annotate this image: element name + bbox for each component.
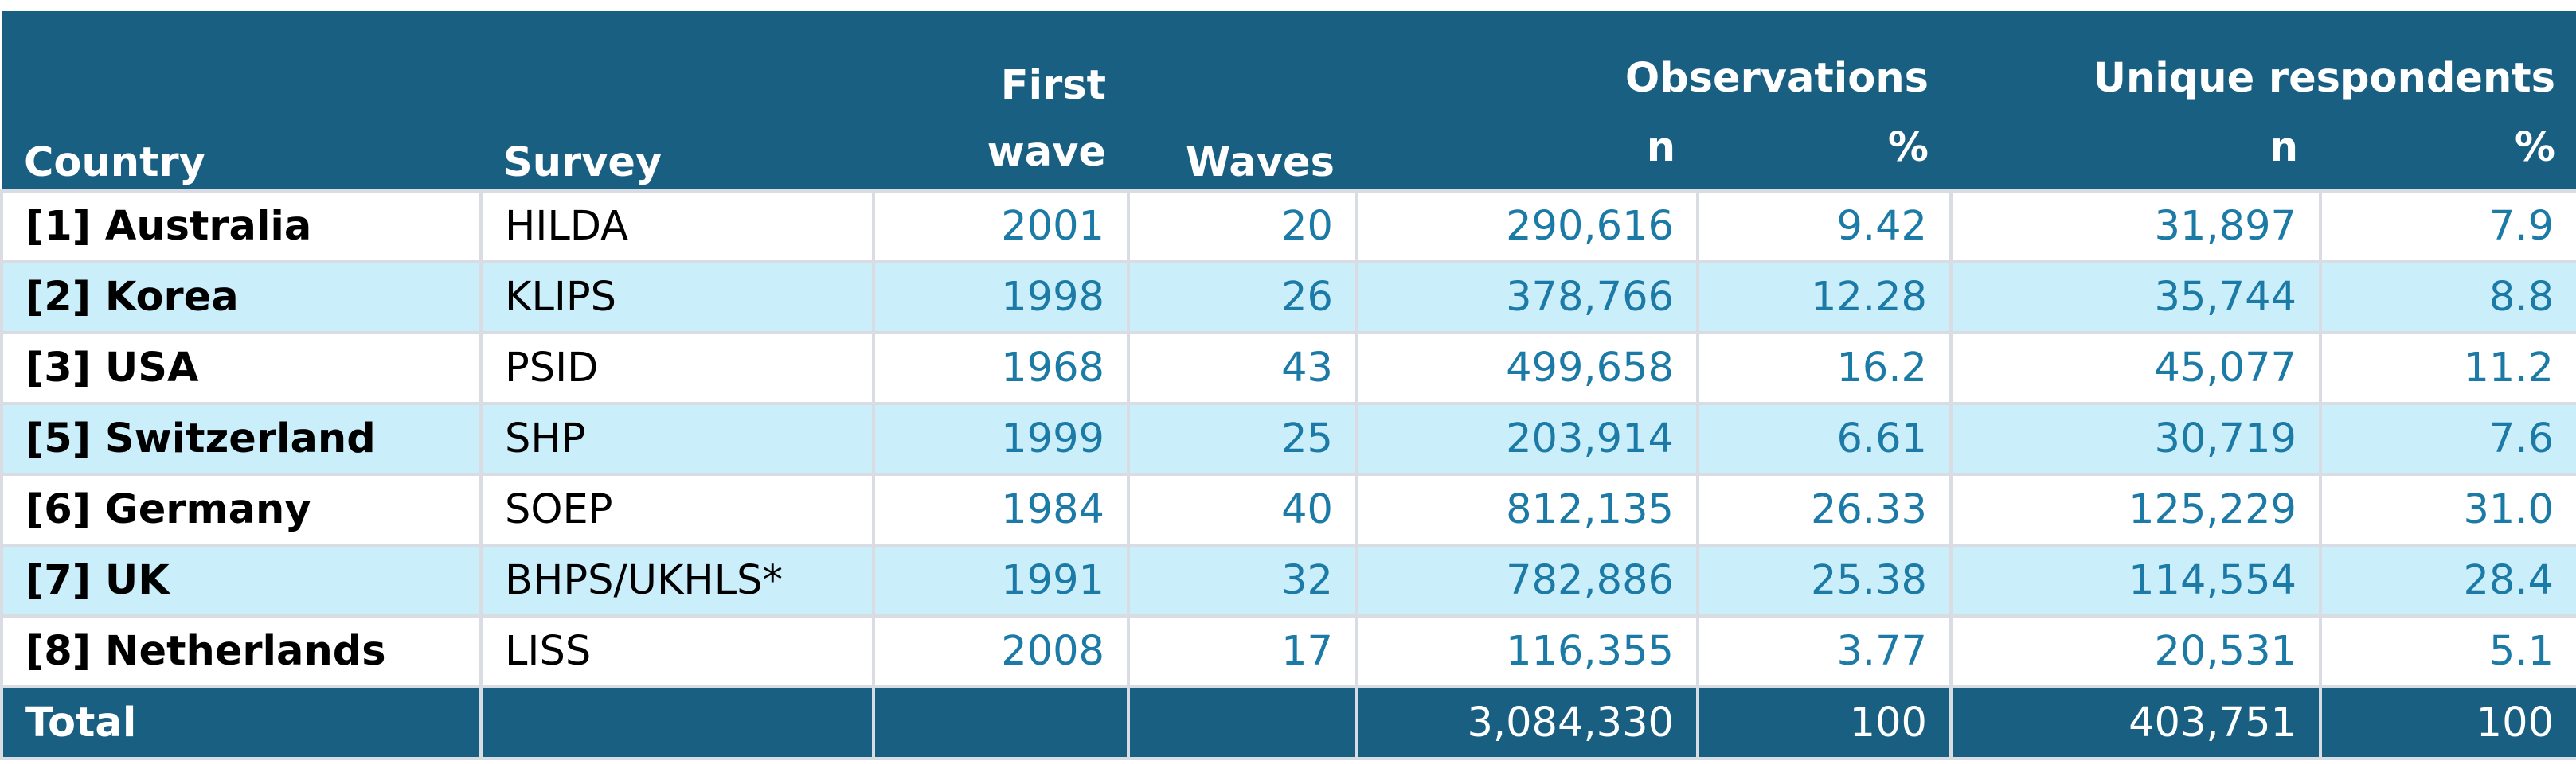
header-obs-n: n	[1357, 105, 1698, 191]
country-cell: [6] Germany	[0, 473, 483, 547]
ur-pct-cell: 5.1	[2318, 614, 2576, 688]
obs-pct-cell: 12.28	[1696, 260, 1953, 334]
survey-cell: SHP	[479, 402, 875, 476]
country-cell: [1] Australia	[0, 189, 483, 263]
first-wave-cell: 2008	[872, 614, 1130, 688]
header-country: Country	[2, 11, 481, 191]
total-survey-empty	[479, 685, 875, 760]
header-survey: Survey	[481, 11, 874, 191]
first-wave-cell: 1999	[872, 402, 1130, 476]
ur-n-cell: 31,897	[1949, 189, 2322, 263]
header-first-wave: First wave	[874, 11, 1128, 191]
table-row: [2] Korea KLIPS 1998 26 378,766 12.28 35…	[0, 260, 2576, 334]
obs-n-cell: 812,135	[1355, 473, 1699, 547]
survey-table-container: Country Survey First wave Waves Observati…	[0, 11, 2576, 760]
total-label: Total	[0, 685, 483, 760]
ur-pct-cell: 31.0	[2318, 473, 2576, 547]
first-wave-cell: 1998	[872, 260, 1130, 334]
survey-cell: SOEP	[479, 473, 875, 547]
table-header: Country Survey First wave Waves Observati…	[2, 11, 2576, 191]
obs-n-cell: 203,914	[1355, 402, 1699, 476]
obs-pct-cell: 25.38	[1696, 544, 1953, 618]
survey-cell: BHPS/UKHLS*	[479, 544, 875, 618]
table-row: [8] Netherlands LISS 2008 17 116,355 3.7…	[0, 614, 2576, 688]
survey-summary-table: Country Survey First wave Waves Observati…	[0, 11, 2576, 760]
obs-pct-cell: 16.2	[1696, 331, 1953, 405]
survey-cell: LISS	[479, 614, 875, 688]
country-cell: [5] Switzerland	[0, 402, 483, 476]
first-wave-cell: 1991	[872, 544, 1130, 618]
ur-pct-cell: 11.2	[2318, 331, 2576, 405]
total-waves-empty	[1127, 685, 1358, 760]
first-wave-cell: 1968	[872, 331, 1130, 405]
obs-n-cell: 116,355	[1355, 614, 1699, 688]
first-wave-cell: 2001	[872, 189, 1130, 263]
ur-pct-cell: 7.6	[2318, 402, 2576, 476]
survey-cell: HILDA	[479, 189, 875, 263]
table-footer: Total 3,084,330 100 403,751 100	[0, 685, 2576, 760]
ur-n-cell: 45,077	[1949, 331, 2322, 405]
header-first-wave-line2: wave	[987, 129, 1106, 176]
header-first-wave-line1: First	[1000, 62, 1106, 109]
waves-cell: 40	[1127, 473, 1358, 547]
header-obs-pct: %	[1698, 105, 1951, 191]
ur-pct-cell: 7.9	[2318, 189, 2576, 263]
header-unique-respondents: Unique respondents	[1951, 11, 2576, 105]
ur-pct-cell: 8.8	[2318, 260, 2576, 334]
survey-cell: KLIPS	[479, 260, 875, 334]
obs-n-cell: 782,886	[1355, 544, 1699, 618]
header-ur-pct: %	[2320, 105, 2576, 191]
obs-pct-cell: 3.77	[1696, 614, 1953, 688]
country-cell: [8] Netherlands	[0, 614, 483, 688]
ur-n-cell: 30,719	[1949, 402, 2322, 476]
waves-cell: 17	[1127, 614, 1358, 688]
obs-pct-cell: 9.42	[1696, 189, 1953, 263]
total-obs-pct: 100	[1696, 685, 1953, 760]
ur-n-cell: 114,554	[1949, 544, 2322, 618]
total-ur-n: 403,751	[1949, 685, 2322, 760]
obs-pct-cell: 6.61	[1696, 402, 1953, 476]
waves-cell: 43	[1127, 331, 1358, 405]
obs-n-cell: 290,616	[1355, 189, 1699, 263]
header-observations: Observations	[1357, 11, 1951, 105]
country-cell: [3] USA	[0, 331, 483, 405]
waves-cell: 20	[1127, 189, 1358, 263]
header-row-top: Country Survey First wave Waves Observati…	[2, 11, 2576, 191]
table-row: [5] Switzerland SHP 1999 25 203,914 6.61…	[0, 402, 2576, 476]
survey-cell: PSID	[479, 331, 875, 405]
header-row-sub: n % n %	[2, 105, 2576, 191]
table-row: [6] Germany SOEP 1984 40 812,135 26.33 1…	[0, 473, 2576, 547]
total-ur-pct: 100	[2318, 685, 2576, 760]
waves-cell: 32	[1127, 544, 1358, 618]
total-row: Total 3,084,330 100 403,751 100	[0, 685, 2576, 760]
ur-n-cell: 125,229	[1949, 473, 2322, 547]
header-waves: Waves	[1128, 11, 1357, 191]
total-obs-n: 3,084,330	[1355, 685, 1699, 760]
header-ur-n: n	[1951, 105, 2320, 191]
obs-pct-cell: 26.33	[1696, 473, 1953, 547]
ur-pct-cell: 28.4	[2318, 544, 2576, 618]
waves-cell: 25	[1127, 402, 1358, 476]
country-cell: [7] UK	[0, 544, 483, 618]
table-row: [3] USA PSID 1968 43 499,658 16.2 45,077…	[0, 331, 2576, 405]
obs-n-cell: 499,658	[1355, 331, 1699, 405]
country-cell: [2] Korea	[0, 260, 483, 334]
table-row: [1] Australia HILDA 2001 20 290,616 9.42…	[0, 189, 2576, 263]
obs-n-cell: 378,766	[1355, 260, 1699, 334]
ur-n-cell: 20,531	[1949, 614, 2322, 688]
ur-n-cell: 35,744	[1949, 260, 2322, 334]
total-first-wave-empty	[872, 685, 1130, 760]
first-wave-cell: 1984	[872, 473, 1130, 547]
waves-cell: 26	[1127, 260, 1358, 334]
table-body: [1] Australia HILDA 2001 20 290,616 9.42…	[0, 189, 2576, 688]
table-row: [7] UK BHPS/UKHLS* 1991 32 782,886 25.38…	[0, 544, 2576, 618]
